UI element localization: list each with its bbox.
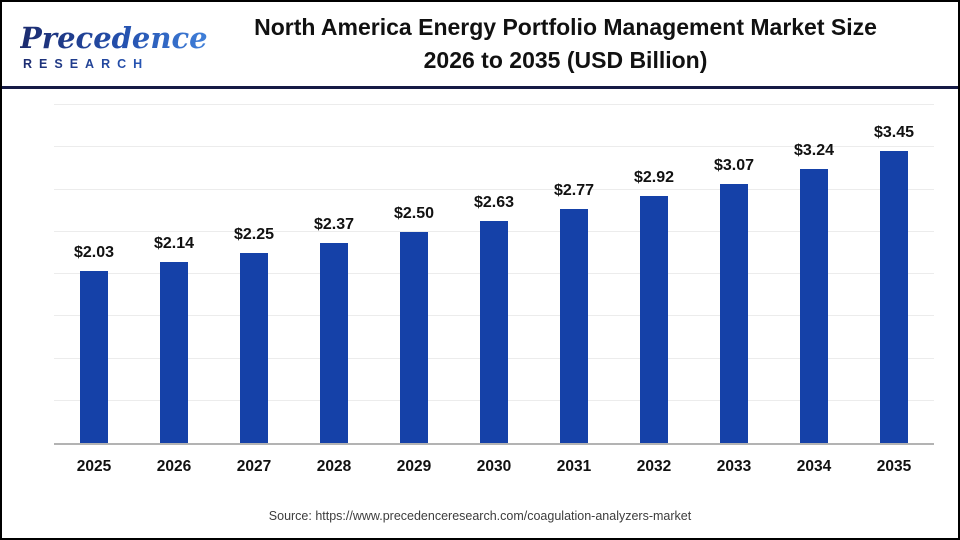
header-divider (2, 86, 958, 89)
x-axis-label: 2030 (476, 458, 512, 475)
chart-title: North America Energy Portfolio Managemen… (207, 11, 958, 78)
bar-group-2025: $2.03 (54, 105, 134, 443)
x-axis-label: 2032 (636, 458, 672, 475)
bar-value-label: $2.50 (393, 204, 435, 222)
bar-value-label: $2.77 (553, 181, 595, 199)
x-axis-label: 2026 (156, 458, 192, 475)
bar-value-label: $2.63 (473, 193, 515, 211)
source-text: Source: https://www.precedenceresearch.c… (268, 509, 692, 523)
x-axis-label: 2025 (76, 458, 112, 475)
bar-value-label: $3.07 (713, 156, 755, 174)
chart-title-line2: 2026 to 2035 (USD Billion) (423, 47, 708, 73)
bar (480, 220, 508, 443)
footer: Source: https://www.precedenceresearch.c… (2, 507, 958, 538)
bar-group-2030: $2.63 (454, 105, 534, 443)
x-axis-label: 2029 (396, 458, 432, 475)
bar-group-2031: $2.77 (534, 105, 614, 443)
bar (800, 169, 828, 443)
bar-group-2028: $2.37 (294, 105, 374, 443)
logo-subtext: RESEARCH (20, 57, 207, 71)
x-axis-label: 2035 (876, 458, 912, 475)
precedence-research-logo: Precedence RESEARCH (2, 17, 208, 71)
header: Precedence RESEARCH North America Energy… (2, 2, 958, 86)
bar (880, 151, 908, 443)
x-axis-label: 2033 (716, 458, 752, 475)
bar-value-label: $2.37 (313, 215, 355, 233)
plot-area: $2.03 $2.14 $2.25 $2.37 $2.50 $2.63 $2.77 $2.92… (54, 104, 934, 443)
chart-title-line1: North America Energy Portfolio Managemen… (254, 13, 877, 40)
gridline (54, 104, 934, 105)
bar (320, 242, 348, 443)
bar (160, 262, 188, 443)
bar (560, 208, 588, 443)
gridline (54, 188, 934, 190)
bar (640, 196, 668, 443)
bar-value-label: $3.24 (793, 142, 835, 160)
x-axis-label: 2031 (556, 458, 592, 475)
bars-row: $2.03 $2.14 $2.25 $2.37 $2.50 $2.63 $2.77 $2.92… (54, 105, 934, 443)
bar (240, 252, 268, 443)
x-axis-label: 2034 (796, 458, 832, 475)
bar-group-2033: $3.07 (694, 105, 774, 443)
bar-group-2029: $2.50 (374, 105, 454, 443)
bar (720, 183, 748, 443)
bar-value-label: $2.14 (153, 235, 195, 253)
bar-group-2035: $3.45 (854, 105, 934, 443)
x-axis-label: 2028 (316, 458, 352, 475)
bar-value-label: $3.45 (873, 124, 915, 142)
logo-wordmark: Precedence (20, 21, 208, 56)
bar-value-label: $2.25 (233, 225, 275, 243)
bar-group-2026: $2.14 (134, 105, 214, 443)
bar-value-label: $2.03 (73, 244, 115, 262)
bar-group-2027: $2.25 (214, 105, 294, 443)
bar-chart: $2.03 $2.14 $2.25 $2.37 $2.50 $2.63 $2.77 $2.92… (2, 89, 958, 538)
bar (400, 231, 428, 443)
bar-value-label: $2.92 (633, 169, 675, 187)
bar-group-2034: $3.24 (774, 105, 854, 443)
x-axis-label: 2027 (236, 458, 272, 475)
bar (80, 271, 108, 443)
gridline (54, 146, 934, 148)
x-axis-line (54, 443, 934, 445)
x-axis-labels: 2025 2026 2027 2028 2029 2030 2031 2032 2033 2034… (54, 445, 934, 489)
bar-group-2032: $2.92 (614, 105, 694, 443)
